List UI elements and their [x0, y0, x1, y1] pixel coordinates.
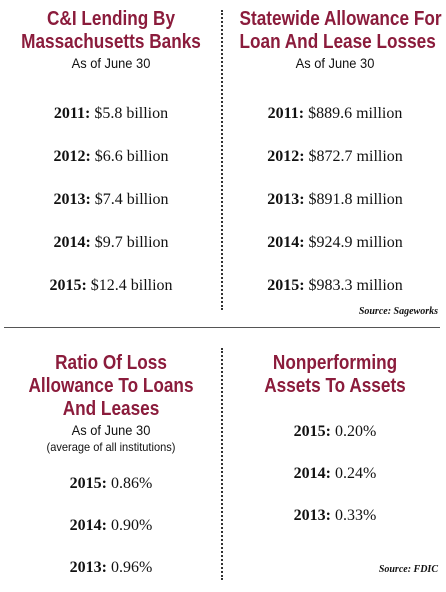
- ratio-title-line3: And Leases: [62, 398, 160, 420]
- row-year: 2013:: [267, 191, 305, 208]
- ci-lending-title-line1: C&I Lending By: [46, 8, 176, 30]
- vertical-divider-top: [221, 10, 223, 310]
- row-year: 2011:: [53, 105, 91, 122]
- ratio-title-line1: Ratio Of Loss: [55, 352, 167, 374]
- row-year: 2015:: [49, 277, 87, 294]
- ratio-row-2014: 2014: 0.90%: [0, 516, 222, 536]
- ratio-subtitle: As of June 30: [71, 422, 151, 438]
- row-value: 0.90%: [111, 517, 153, 534]
- row-value: $983.3 million: [308, 277, 403, 294]
- row-value: $12.4 billion: [90, 277, 173, 294]
- allowance-source: Source: Sageworks: [358, 306, 438, 317]
- ci-lending-title-line2: Massachusetts Banks: [21, 31, 201, 53]
- row-value: $872.7 million: [308, 148, 403, 165]
- nonperforming-title-line2: Assets To Assets: [264, 375, 406, 397]
- panel-nonperforming: Nonperforming Assets To Assets 2015: 0.2…: [224, 352, 446, 588]
- row-value: 0.33%: [335, 507, 377, 524]
- ratio-row-2013: 2013: 0.96%: [0, 558, 222, 578]
- ratio-row-2015: 2015: 0.86%: [0, 474, 222, 494]
- row-value: 0.96%: [111, 559, 153, 576]
- vertical-divider-bottom: [221, 348, 223, 580]
- panel-allowance: Statewide Allowance For Loan And Lease L…: [224, 8, 446, 320]
- nonperforming-row-2013: 2013: 0.33%: [224, 506, 446, 526]
- panel-ci-lending: C&I Lending By Massachusetts Banks As of…: [0, 8, 222, 308]
- row-year: 2014:: [293, 465, 331, 482]
- allowance-row-2011: 2011: $889.6 million: [224, 104, 446, 124]
- row-value: 0.20%: [335, 423, 377, 440]
- row-year: 2013:: [69, 559, 107, 576]
- row-value: $924.9 million: [308, 234, 403, 251]
- ci-lending-row-2015: 2015: $12.4 billion: [0, 276, 222, 296]
- allowance-row-2013: 2013: $891.8 million: [224, 190, 446, 210]
- ci-lending-row-2011: 2011: $5.8 billion: [0, 104, 222, 124]
- row-value: $7.4 billion: [94, 191, 169, 208]
- nonperforming-title-line1: Nonperforming: [272, 352, 398, 374]
- nonperforming-source: Source: FDIC: [378, 564, 438, 575]
- nonperforming-row-2014: 2014: 0.24%: [224, 464, 446, 484]
- row-value: $6.6 billion: [94, 148, 169, 165]
- panel-ratio: Ratio Of Loss Allowance To Loans And Lea…: [0, 352, 222, 588]
- ratio-title-line2: Allowance To Loans: [28, 375, 194, 397]
- row-value: 0.86%: [111, 475, 153, 492]
- row-value: $5.8 billion: [94, 105, 169, 122]
- allowance-row-2012: 2012: $872.7 million: [224, 147, 446, 167]
- row-year: 2012:: [53, 148, 91, 165]
- row-year: 2013:: [53, 191, 91, 208]
- row-year: 2012:: [267, 148, 305, 165]
- ci-lending-subtitle: As of June 30: [71, 55, 151, 71]
- row-year: 2015:: [69, 475, 107, 492]
- row-year: 2014:: [267, 234, 305, 251]
- nonperforming-row-2015: 2015: 0.20%: [224, 422, 446, 442]
- allowance-title-line1: Statewide Allowance For: [239, 8, 442, 30]
- allowance-subtitle: As of June 30: [295, 55, 375, 71]
- ci-lending-row-2012: 2012: $6.6 billion: [0, 147, 222, 167]
- row-value: $889.6 million: [308, 105, 403, 122]
- ci-lending-row-2014: 2014: $9.7 billion: [0, 233, 222, 253]
- row-year: 2015:: [293, 423, 331, 440]
- allowance-title-line2: Loan And Lease Losses: [239, 31, 436, 53]
- ci-lending-row-2013: 2013: $7.4 billion: [0, 190, 222, 210]
- allowance-row-2014: 2014: $924.9 million: [224, 233, 446, 253]
- row-value: 0.24%: [335, 465, 377, 482]
- row-year: 2014:: [53, 234, 91, 251]
- row-year: 2013:: [293, 507, 331, 524]
- ratio-note: (average of all institutions): [46, 440, 176, 454]
- row-year: 2011:: [267, 105, 305, 122]
- horizontal-divider: [4, 327, 440, 328]
- row-value: $891.8 million: [308, 191, 403, 208]
- row-value: $9.7 billion: [94, 234, 169, 251]
- row-year: 2014:: [69, 517, 107, 534]
- row-year: 2015:: [267, 277, 305, 294]
- allowance-row-2015: 2015: $983.3 million: [224, 276, 446, 296]
